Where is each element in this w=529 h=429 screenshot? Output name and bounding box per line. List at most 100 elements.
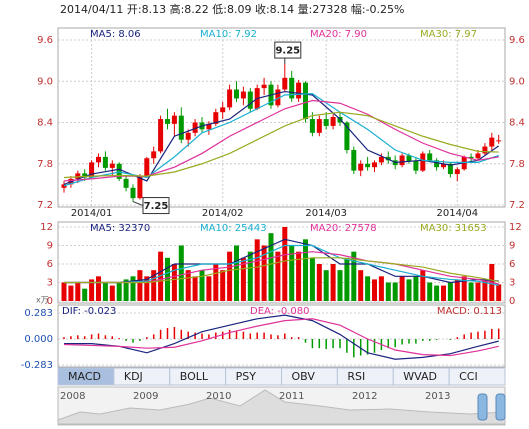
navigator-year: 2011 bbox=[279, 391, 304, 402]
candle-body bbox=[427, 153, 433, 161]
volume-bar bbox=[303, 239, 308, 301]
price-panel bbox=[57, 27, 506, 208]
y-tick-label-right: 7.2 bbox=[509, 200, 525, 211]
candle-body bbox=[89, 162, 95, 178]
candle-body bbox=[227, 89, 233, 108]
tab-label[interactable]: MACD bbox=[68, 370, 101, 383]
ma-line bbox=[64, 238, 499, 284]
candle-body bbox=[247, 91, 253, 109]
candle-body bbox=[96, 156, 101, 163]
tab[interactable] bbox=[448, 367, 506, 386]
navigator-year: 2010 bbox=[206, 391, 231, 402]
volume-bar bbox=[109, 285, 115, 301]
volume-bar bbox=[61, 282, 67, 301]
ma-line bbox=[63, 99, 499, 182]
volume-bar bbox=[447, 282, 453, 301]
candle-body bbox=[475, 153, 481, 159]
annotation-leader bbox=[132, 201, 144, 207]
y-tick-label-right: 7.8 bbox=[509, 159, 525, 170]
annotation-box bbox=[142, 197, 170, 215]
x-tick-label: 2014/03 bbox=[305, 208, 347, 219]
candle-body bbox=[185, 132, 191, 140]
tab-label[interactable]: CCI bbox=[459, 370, 478, 383]
volume-bar bbox=[378, 276, 384, 301]
candle-body bbox=[275, 89, 281, 106]
legend-entry: MA20: 7.90 bbox=[310, 29, 367, 40]
candle-body bbox=[75, 173, 81, 179]
volume-bar bbox=[96, 276, 101, 301]
candle-body bbox=[344, 122, 350, 150]
candle-body bbox=[165, 119, 170, 124]
candle-body bbox=[158, 119, 164, 152]
y-tick-label: 7.8 bbox=[37, 159, 53, 170]
volume-bar bbox=[123, 279, 129, 301]
candle-body bbox=[61, 184, 67, 188]
volume-bar bbox=[130, 276, 136, 301]
volume-bar bbox=[261, 245, 267, 301]
tab-label[interactable]: RSI bbox=[347, 370, 365, 383]
volume-bar bbox=[240, 257, 246, 301]
y-tick-label: 0 bbox=[47, 296, 53, 307]
candle-body bbox=[82, 173, 88, 178]
x-tick-label: 2014/02 bbox=[202, 208, 244, 219]
candle-body bbox=[303, 82, 308, 120]
volume-bar bbox=[116, 282, 122, 301]
volume-bar bbox=[185, 270, 191, 301]
volume-bar bbox=[275, 251, 281, 301]
y-tick-label: 12 bbox=[40, 222, 53, 233]
candle-body bbox=[144, 158, 150, 177]
y-tick-label: 7.2 bbox=[37, 200, 53, 211]
volume-bar bbox=[316, 264, 322, 301]
volume-bar bbox=[268, 233, 274, 301]
tab-label[interactable]: OBV bbox=[292, 370, 316, 383]
volume-bar bbox=[475, 282, 481, 301]
nav-handle[interactable] bbox=[495, 393, 506, 421]
y-tick-label-right: 0 bbox=[509, 296, 515, 307]
volume-bar bbox=[247, 251, 253, 301]
y-tick-label: 9 bbox=[47, 241, 53, 252]
candle-body bbox=[102, 156, 108, 168]
candle-body bbox=[378, 156, 384, 163]
candle-body bbox=[454, 169, 460, 175]
candle-body bbox=[109, 163, 115, 168]
y-tick-label-right: 9.0 bbox=[509, 76, 525, 87]
legend-entry: MA30: 31653 bbox=[420, 223, 487, 234]
candle-body bbox=[365, 163, 371, 168]
candle-body bbox=[441, 163, 446, 168]
candle-body bbox=[282, 77, 288, 90]
candle-body bbox=[434, 160, 440, 168]
volume-bar bbox=[227, 251, 233, 301]
volume-bar bbox=[344, 257, 350, 301]
y-tick-label: -0.283 bbox=[21, 360, 53, 371]
volume-bar bbox=[413, 276, 419, 301]
y-tick-label: 0.283 bbox=[24, 308, 53, 319]
volume-bar bbox=[427, 282, 433, 301]
volume-bar bbox=[372, 279, 377, 301]
candle-body bbox=[358, 163, 364, 171]
tab-label[interactable]: BOLL bbox=[180, 370, 209, 383]
annotation-label: 9.25 bbox=[275, 46, 300, 57]
candle-body bbox=[116, 163, 122, 179]
volume-bar bbox=[151, 270, 157, 301]
tab-label[interactable]: WVAD bbox=[403, 370, 437, 383]
tab[interactable] bbox=[336, 367, 394, 386]
candle-body bbox=[399, 155, 405, 166]
candle-body bbox=[489, 137, 495, 147]
y-tick-label-right: 6 bbox=[509, 259, 515, 270]
candle-body bbox=[413, 161, 419, 171]
volume-bar bbox=[454, 279, 460, 301]
tab-label[interactable]: PSY bbox=[236, 370, 257, 383]
y-tick-label: 9.6 bbox=[37, 35, 53, 46]
candle-body bbox=[351, 150, 357, 171]
volume-bar bbox=[441, 285, 446, 301]
volume-bar bbox=[206, 276, 212, 301]
nav-handle[interactable] bbox=[477, 393, 488, 421]
volume-bar bbox=[289, 245, 295, 301]
navigator-year: 2012 bbox=[352, 391, 377, 402]
volume-bar bbox=[406, 279, 412, 301]
y-tick-label-right: 9.6 bbox=[509, 35, 525, 46]
legend-entry: MA5: 8.06 bbox=[90, 29, 141, 40]
annotation-box bbox=[274, 41, 302, 59]
tab-label[interactable]: KDJ bbox=[124, 370, 143, 383]
candle-body bbox=[309, 119, 315, 133]
